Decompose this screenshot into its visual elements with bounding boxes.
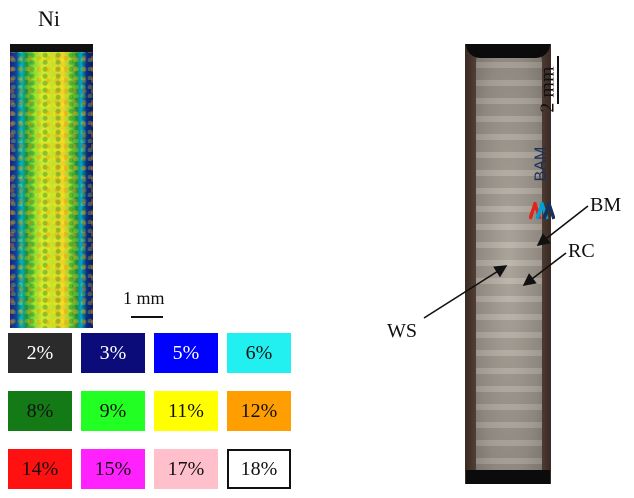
weld-seam-region [476, 44, 542, 484]
legend-cell: 9% [81, 391, 145, 431]
bm-label: BM [590, 194, 622, 216]
section-top-edge [466, 44, 550, 58]
legend-cell: 18% [227, 449, 291, 489]
legend-cell: 2% [8, 333, 72, 373]
map-top-band [10, 44, 93, 52]
ws-label: WS [387, 320, 417, 342]
legend-cell: 5% [154, 333, 218, 373]
element-label: Ni [38, 6, 60, 31]
legend-cell: 3% [81, 333, 145, 373]
right-scale-bar [557, 56, 559, 104]
right-scale-label: 2 mm [536, 66, 559, 113]
legend-cell: 12% [227, 391, 291, 431]
legend-cell: 14% [8, 449, 72, 489]
left-scale-bar [131, 316, 163, 318]
legend-cell: 15% [81, 449, 145, 489]
left-scale-label: 1 mm [123, 288, 165, 308]
section-bottom-edge [466, 470, 550, 484]
rc-label: RC [568, 240, 595, 262]
bam-logo-icon [529, 202, 555, 220]
legend-cell: 6% [227, 333, 291, 373]
bam-logo-text: BAM [532, 146, 550, 182]
legend-cell: 17% [154, 449, 218, 489]
legend-cell: 8% [8, 391, 72, 431]
legend-cell: 11% [154, 391, 218, 431]
edx-ni-map-image [10, 44, 93, 328]
concentration-legend: 2% 3% 5% 6% 8% 9% 11% 12% 14% 15% 17% 18% [8, 333, 291, 491]
